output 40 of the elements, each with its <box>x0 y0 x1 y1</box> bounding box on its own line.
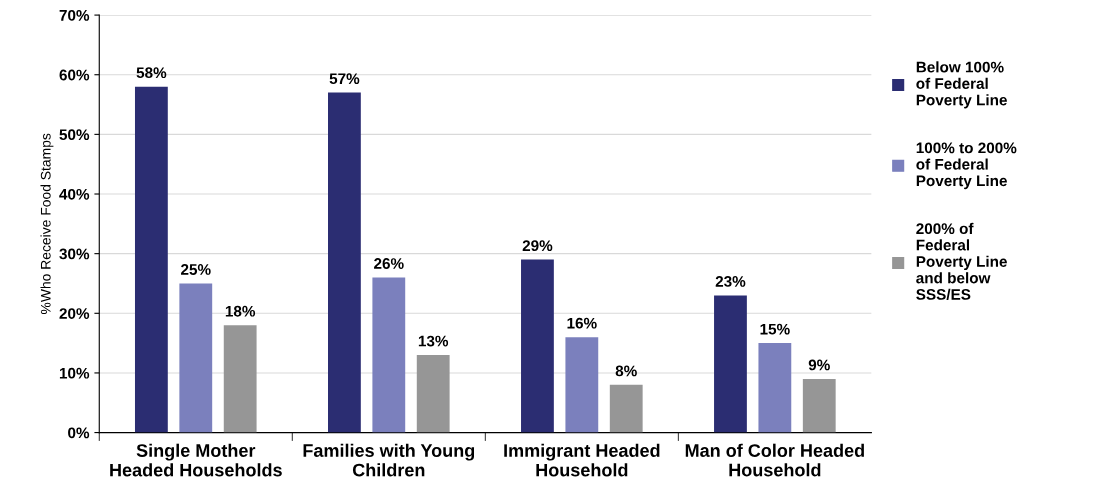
legend-label: 200% of Federal Poverty Line and below SSS/ES <box>916 222 1007 301</box>
data-label: 26% <box>374 258 404 269</box>
data-label: 8% <box>615 365 637 377</box>
data-label: 15% <box>760 323 790 335</box>
bar <box>565 337 599 433</box>
bar <box>609 384 643 433</box>
y-tick-label: 70% <box>59 9 90 21</box>
bar <box>179 283 213 433</box>
data-label: 18% <box>225 305 256 317</box>
x-tick-label: Single Mother Headed Households <box>110 443 282 477</box>
data-label: 9% <box>808 359 830 371</box>
data-label: 57% <box>329 73 360 85</box>
data-label: 25% <box>181 264 211 275</box>
y-tick-label: 50% <box>59 129 90 141</box>
bar <box>758 343 792 433</box>
data-label: 16% <box>567 317 597 329</box>
y-tick-label: 20% <box>59 308 90 319</box>
y-tick-label: 30% <box>59 248 90 260</box>
y-tick-label: 0% <box>68 427 90 439</box>
y-tick-label: 10% <box>59 367 90 379</box>
data-label: 13% <box>418 335 449 347</box>
bar <box>328 92 361 433</box>
x-tick-label: Man of Color Headed Household <box>685 443 864 477</box>
x-tick-label: Immigrant Headed Household <box>504 443 660 477</box>
legend-label: 100% to 200% of Federal Poverty Line <box>916 142 1017 190</box>
bar <box>134 86 168 433</box>
bar <box>521 259 554 433</box>
x-tick-label: Families with Young Children <box>303 443 475 477</box>
bar <box>416 355 450 433</box>
data-label: 58% <box>136 67 167 79</box>
bar <box>223 325 257 433</box>
data-label: 23% <box>715 276 746 287</box>
bar <box>802 378 836 433</box>
bar <box>372 277 406 433</box>
bar <box>714 295 747 433</box>
data-label: 29% <box>522 240 553 252</box>
y-tick-label: 60% <box>59 69 90 81</box>
y-tick-label: 40% <box>59 188 90 200</box>
legend-label: Below 100% of Federal Poverty Line <box>916 61 1007 109</box>
y-axis-title: %Who Receive Food Stamps <box>40 133 54 315</box>
